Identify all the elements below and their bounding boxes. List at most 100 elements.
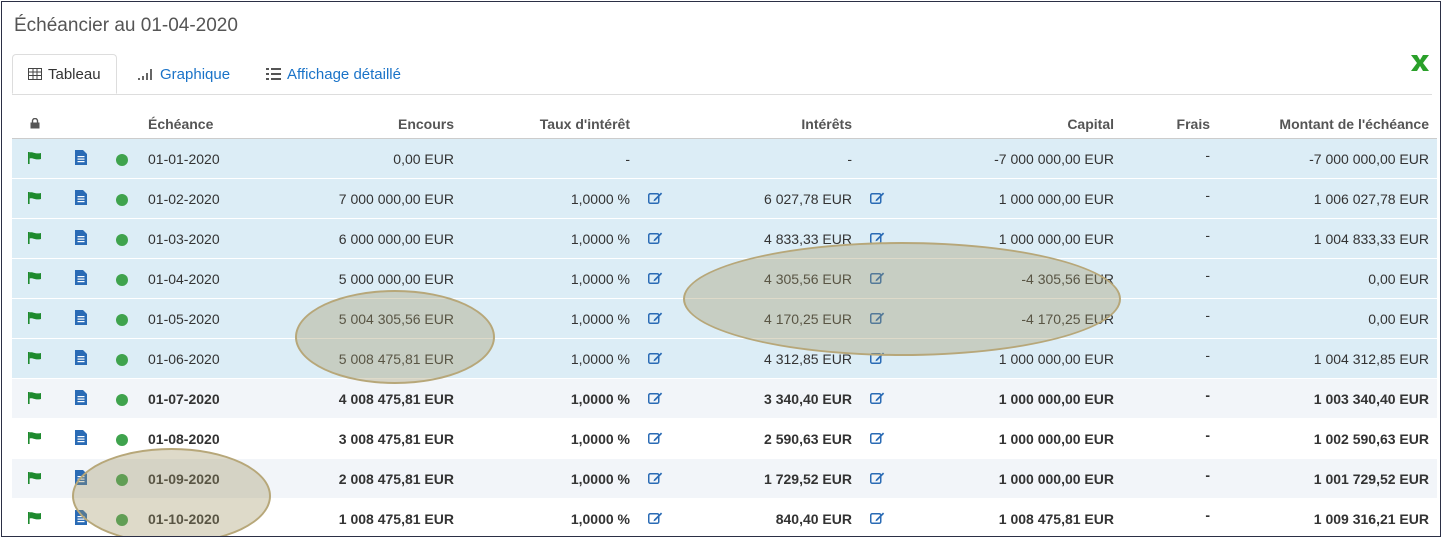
cell-capital: 1 000 000,00 EUR — [906, 378, 1122, 419]
tab-label: Tableau — [48, 65, 101, 83]
tab-affichage-detaille[interactable]: Affichage détaillé — [266, 54, 401, 94]
flag-icon[interactable] — [12, 138, 58, 179]
edit-interest-icon[interactable] — [870, 431, 885, 447]
flag-icon[interactable] — [12, 298, 58, 339]
cell-montant: 1 001 729,52 EUR — [1218, 458, 1437, 499]
edit-rate-icon[interactable] — [648, 351, 663, 367]
col-echeance[interactable]: Échéance — [140, 110, 296, 139]
cell-montant: 0,00 EUR — [1218, 258, 1437, 299]
table-row: 01-09-2020 2 008 475,81 EUR 1,0000 % 1 729,… — [12, 458, 1437, 499]
flag-icon[interactable] — [12, 178, 58, 219]
cell-date: 01-04-2020 — [140, 258, 296, 299]
cell-taux: 1,0000 % — [462, 258, 638, 299]
col-capital[interactable]: Capital — [906, 110, 1122, 139]
document-icon[interactable] — [58, 458, 104, 499]
edit-rate-icon[interactable] — [648, 511, 663, 527]
document-icon[interactable] — [58, 498, 104, 536]
cell-capital: 1 000 000,00 EUR — [906, 218, 1122, 259]
col-encours[interactable]: Encours — [296, 110, 462, 139]
flag-icon[interactable] — [12, 458, 58, 499]
cell-date: 01-05-2020 — [140, 298, 296, 339]
cell-interets: 2 590,63 EUR — [684, 418, 860, 459]
tab-graphique[interactable]: Graphique — [138, 54, 230, 94]
status-dot — [104, 178, 140, 219]
table-row: 01-06-2020 5 008 475,81 EUR 1,0000 % 4 312,… — [12, 338, 1437, 379]
edit-rate-icon[interactable] — [648, 391, 663, 407]
cell-capital: 1 000 000,00 EUR — [906, 418, 1122, 459]
cell-taux: 1,0000 % — [462, 418, 638, 459]
cell-frais: - — [1205, 226, 1210, 243]
col-montant[interactable]: Montant de l'échéance — [1218, 110, 1437, 139]
edit-rate-icon[interactable] — [648, 471, 663, 487]
cell-date: 01-07-2020 — [140, 378, 296, 419]
edit-interest-icon[interactable] — [870, 231, 885, 247]
edit-rate-icon[interactable] — [648, 231, 663, 247]
col-interets[interactable]: Intérêts — [684, 110, 860, 139]
cell-frais: - — [1205, 306, 1210, 323]
tab-tableau[interactable]: Tableau — [12, 54, 117, 94]
cell-taux: 1,0000 % — [462, 498, 638, 536]
cell-interets: 4 833,33 EUR — [684, 218, 860, 259]
cell-capital: -7 000 000,00 EUR — [906, 138, 1122, 179]
cell-capital: 1 000 000,00 EUR — [906, 178, 1122, 219]
cell-encours: 5 000 000,00 EUR — [296, 258, 462, 299]
table-icon — [28, 68, 42, 80]
document-icon[interactable] — [58, 138, 104, 179]
edit-interest-icon[interactable] — [870, 471, 885, 487]
edit-interest-icon[interactable] — [870, 391, 885, 407]
cell-capital: 1 008 475,81 EUR — [906, 498, 1122, 536]
cell-frais: - — [1205, 146, 1210, 163]
edit-interest-icon[interactable] — [870, 271, 885, 287]
cell-taux: - — [462, 138, 638, 179]
document-icon[interactable] — [58, 418, 104, 459]
edit-interest-icon[interactable] — [870, 351, 885, 367]
cell-date: 01-10-2020 — [140, 498, 296, 536]
document-icon[interactable] — [58, 178, 104, 219]
col-frais[interactable]: Frais — [1122, 110, 1218, 139]
edit-interest-icon[interactable] — [870, 191, 885, 207]
cell-interets: 4 312,85 EUR — [684, 338, 860, 379]
status-dot — [104, 298, 140, 339]
edit-rate-icon[interactable] — [648, 271, 663, 287]
cell-montant: 1 009 316,21 EUR — [1218, 498, 1437, 536]
cell-montant: 0,00 EUR — [1218, 298, 1437, 339]
flag-icon[interactable] — [12, 378, 58, 419]
table-row: 01-02-2020 7 000 000,00 EUR 1,0000 % 6 027,… — [12, 178, 1437, 219]
cell-encours: 6 000 000,00 EUR — [296, 218, 462, 259]
table-header: Échéance Encours Taux d'intérêt Intérêts… — [12, 110, 1437, 139]
flag-icon[interactable] — [12, 218, 58, 259]
table-row: 01-05-2020 5 004 305,56 EUR 1,0000 % 4 170,… — [12, 298, 1437, 339]
table-row: 01-03-2020 6 000 000,00 EUR 1,0000 % 4 833,… — [12, 218, 1437, 259]
edit-interest-icon[interactable] — [870, 511, 885, 527]
cell-capital: -4 305,56 EUR — [906, 258, 1122, 299]
document-icon[interactable] — [58, 298, 104, 339]
col-taux[interactable]: Taux d'intérêt — [462, 110, 638, 139]
cell-interets: - — [684, 138, 860, 179]
schedule-table: Échéance Encours Taux d'intérêt Intérêts… — [12, 110, 1437, 536]
excel-icon[interactable] — [1410, 54, 1430, 77]
cell-frais: - — [1205, 346, 1210, 363]
document-icon[interactable] — [58, 378, 104, 419]
edit-rate-icon[interactable] — [648, 431, 663, 447]
lock-icon — [12, 110, 58, 139]
edit-rate-icon[interactable] — [648, 311, 663, 327]
flag-icon[interactable] — [12, 418, 58, 459]
cell-interets: 4 170,25 EUR — [684, 298, 860, 339]
cell-montant: 1 004 833,33 EUR — [1218, 218, 1437, 259]
cell-encours: 5 004 305,56 EUR — [296, 298, 462, 339]
flag-icon[interactable] — [12, 338, 58, 379]
table-row: 01-07-2020 4 008 475,81 EUR 1,0000 % 3 340,… — [12, 378, 1437, 419]
status-dot — [104, 338, 140, 379]
cell-encours: 0,00 EUR — [296, 138, 462, 179]
view-tabs: Tableau Graphique Affichage détaillé — [12, 54, 1432, 95]
edit-rate-icon[interactable] — [648, 191, 663, 207]
cell-date: 01-06-2020 — [140, 338, 296, 379]
document-icon[interactable] — [58, 338, 104, 379]
document-icon[interactable] — [58, 218, 104, 259]
edit-interest-icon[interactable] — [870, 311, 885, 327]
document-icon[interactable] — [58, 258, 104, 299]
cell-taux: 1,0000 % — [462, 338, 638, 379]
flag-icon[interactable] — [12, 258, 58, 299]
flag-icon[interactable] — [12, 498, 58, 536]
